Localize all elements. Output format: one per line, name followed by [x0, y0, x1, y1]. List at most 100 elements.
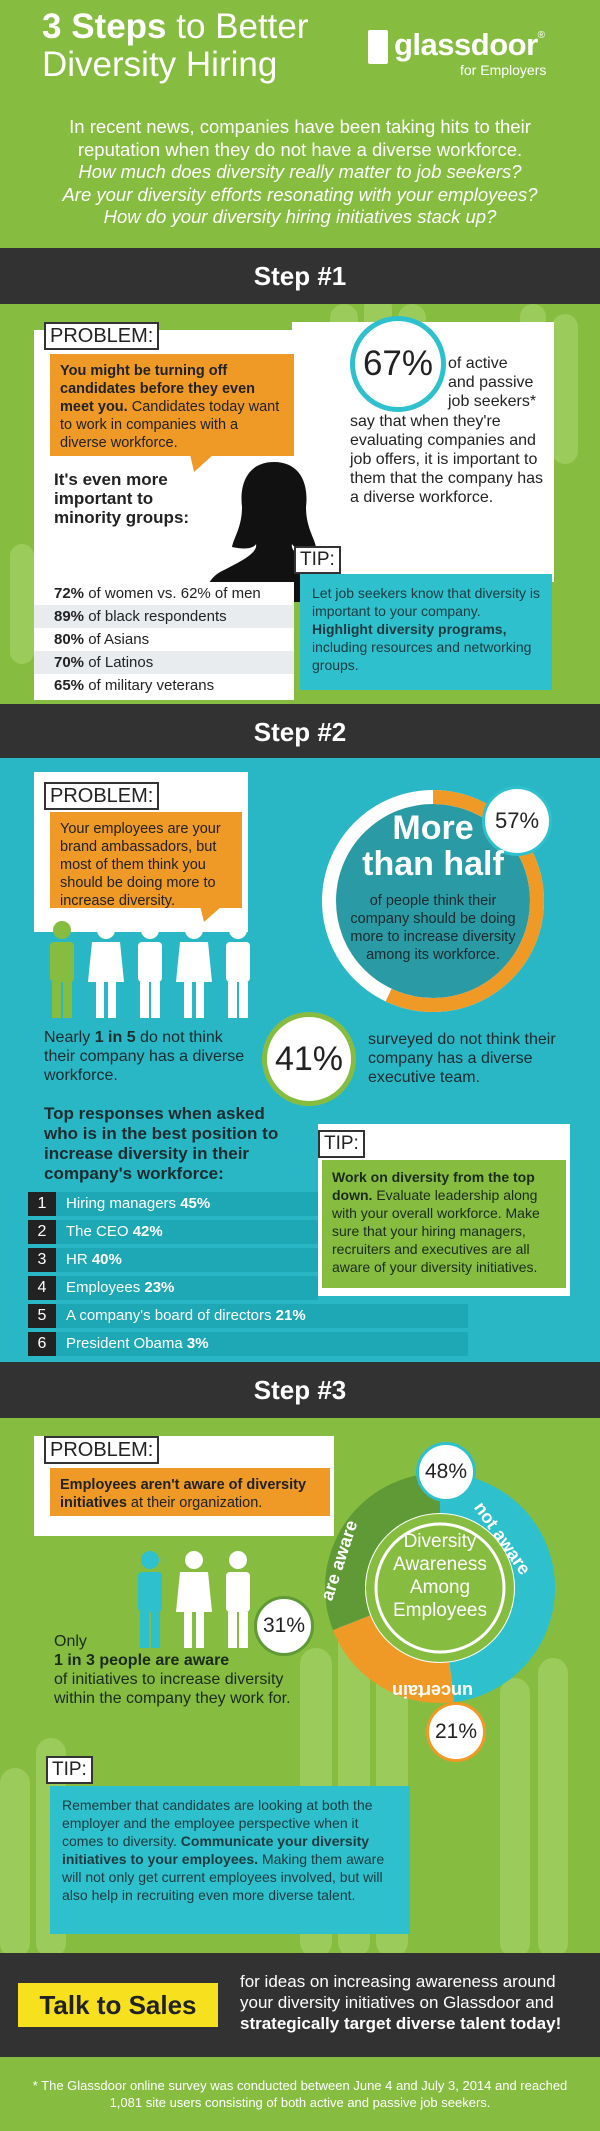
nearly-1-in-5-text: Nearly 1 in 5 do not think their company…: [44, 1028, 254, 1085]
step3-problem-label: PROBLEM:: [44, 1436, 160, 1464]
rank-row: 4 Employees 23%: [28, 1276, 318, 1300]
rank-row: 2 The CEO 42%: [28, 1220, 318, 1244]
pct-21-circle: 21%: [426, 1702, 486, 1762]
rank-pct: 21%: [275, 1307, 306, 1324]
three-people-icon: [138, 1551, 250, 1648]
rank-label-text: A company's board of directors: [66, 1307, 276, 1324]
minority-row-pct: 80%: [54, 631, 85, 648]
step2-problem-box: Your employees are your brand ambassador…: [50, 812, 242, 909]
donut-title-l3: Among: [409, 1577, 471, 1598]
donut-57-segment: [322, 790, 544, 1012]
step2-tip-box: Work on diversity from the top down. Eva…: [322, 1160, 566, 1288]
minority-row-pct: 89%: [54, 608, 85, 625]
step1-percent-circle: 67%: [350, 316, 446, 412]
talk-to-sales-button[interactable]: Talk to Sales: [18, 1983, 218, 2027]
step1-problem-box: You might be turning off candidates befo…: [50, 354, 294, 456]
rank-row: 5 A company's board of directors 21%: [28, 1304, 468, 1328]
step3-section: PROBLEM: Employees aren't aware of diver…: [0, 1418, 600, 1953]
step3-tip-a: Remember that candidates are looking at …: [62, 1797, 373, 1849]
footnote-band: * The Glassdoor online survey was conduc…: [0, 2057, 600, 2131]
minority-row-text: of black respondents: [84, 608, 227, 625]
header: 3 Steps to Better Diversity Hiring glass…: [0, 0, 600, 248]
rank-pct: 40%: [91, 1251, 122, 1268]
nearly-b: do not think their company has a diverse…: [44, 1029, 245, 1084]
intro-line3: How much does diversity really matter to…: [78, 161, 522, 182]
title-bold: 3 Steps: [42, 7, 167, 46]
minority-row-pct: 70%: [54, 654, 85, 671]
minority-row-text: of military veterans: [84, 677, 215, 694]
page-title: 3 Steps to Better Diversity Hiring: [42, 8, 309, 84]
only-a: Only: [54, 1633, 87, 1650]
minority-row: 65% of military veterans: [34, 674, 294, 697]
logo-name: glassdoor: [394, 27, 538, 62]
step1-stat-line3: job seekers*: [448, 393, 537, 410]
step3-tip-label: TIP:: [46, 1756, 93, 1784]
donut-title: Diversity Awareness Among Employees: [364, 1530, 516, 1622]
intro-line1: In recent news, companies have been taki…: [69, 116, 531, 137]
intro-line2: reputation when they do not have a diver…: [77, 138, 523, 160]
step1-tip-text-b: including resources and networking group…: [312, 639, 532, 673]
glassdoor-logo[interactable]: glassdoor® for Employers: [368, 27, 546, 78]
minority-row: 89% of black respondents: [34, 605, 294, 628]
rank-label-text: Hiring managers: [66, 1195, 181, 1212]
step1-stat-line2: and passive: [448, 374, 534, 391]
nearly-bold: 1 in 5: [94, 1029, 136, 1046]
rank-pct: 3%: [186, 1335, 209, 1352]
rank-number: 3: [28, 1248, 56, 1272]
step1-tip-bold: Highlight diversity programs,: [312, 621, 507, 637]
pct-31-circle: 31%: [254, 1596, 314, 1656]
rank-row: 3 HR 40%: [28, 1248, 318, 1272]
rank-label-text: Employees: [66, 1279, 145, 1296]
more-line2: than half: [362, 845, 504, 883]
rank-row: 6 President Obama 3%: [28, 1332, 468, 1356]
step3-problem-box: Employees aren't aware of diversity init…: [50, 1468, 330, 1516]
rank-number: 1: [28, 1192, 56, 1216]
logo-sub: for Employers: [460, 62, 547, 78]
step1-heading: Step #1: [0, 248, 600, 304]
step1-problem-bold: You might be turning off candidates befo…: [60, 363, 256, 415]
rank-label-text: HR: [66, 1251, 92, 1268]
more-line1: More: [392, 809, 474, 847]
step3-tip-box: Remember that candidates are looking at …: [50, 1786, 410, 1934]
minority-row-text: of Latinos: [84, 654, 154, 671]
cta-text: for ideas on increasing awareness around…: [240, 1971, 590, 2034]
rank-label: The CEO 42%: [66, 1220, 163, 1244]
rank-label: President Obama 3%: [66, 1332, 209, 1356]
step1-problem-rest: Candidates today want to work in compani…: [60, 399, 280, 451]
step3-tip-b: Making them aware will not only get curr…: [62, 1851, 385, 1903]
minority-row: 70% of Latinos: [34, 651, 294, 674]
rank-label: Employees 23%: [66, 1276, 174, 1300]
minority-row-text: of women vs. 62% of men: [84, 585, 261, 602]
footnote: * The Glassdoor online survey was conduc…: [32, 2078, 568, 2110]
rank-pct: 23%: [144, 1279, 175, 1296]
only-1-in-3-text: Only 1 in 3 people are aware of initiati…: [54, 1632, 294, 1708]
step2-tip-rest: Evaluate leadership along with your over…: [332, 1187, 540, 1275]
minority-row-text: of Asians: [84, 631, 150, 648]
rank-pct: 45%: [180, 1195, 211, 1212]
seg-uncertain-label: uncertain: [392, 1681, 474, 1701]
rank-pct: 42%: [132, 1223, 163, 1240]
rank-label-text: President Obama: [66, 1335, 187, 1352]
step3-problem-bold: Employees aren't aware of diversity init…: [60, 1477, 307, 1511]
step1-section: PROBLEM: You might be turning off candid…: [0, 304, 600, 704]
title-line2: Diversity Hiring: [42, 45, 278, 84]
cta-band: Talk to Sales for ideas on increasing aw…: [0, 1953, 600, 2057]
step2-section: PROBLEM: Your employees are your brand a…: [0, 758, 600, 1362]
step2-tip-label: TIP:: [318, 1130, 365, 1158]
only-bold: 1 in 3 people are aware: [54, 1652, 230, 1669]
glassdoor-logo-icon: [368, 30, 388, 64]
step1-tip-label: TIP:: [294, 546, 341, 574]
intro-line4: Are your diversity efforts resonating wi…: [62, 183, 538, 205]
minority-heading: It's even more important to minority gro…: [54, 470, 190, 527]
rank-number: 6: [28, 1332, 56, 1356]
minority-row-pct: 72%: [54, 585, 85, 602]
step3-problem-rest: at their organization.: [126, 1495, 263, 1511]
step2-tip-bold: Work on diversity from the top down.: [332, 1169, 535, 1203]
minority-row-pct: 65%: [54, 677, 85, 694]
rank-label-text: The CEO: [66, 1223, 133, 1240]
cta-text-a: for ideas on increasing awareness around…: [240, 1972, 556, 2012]
donut-title-l2: Awareness: [393, 1554, 487, 1575]
rank-number: 2: [28, 1220, 56, 1244]
exec-team-text: surveyed do not think their company has …: [368, 1031, 556, 1086]
